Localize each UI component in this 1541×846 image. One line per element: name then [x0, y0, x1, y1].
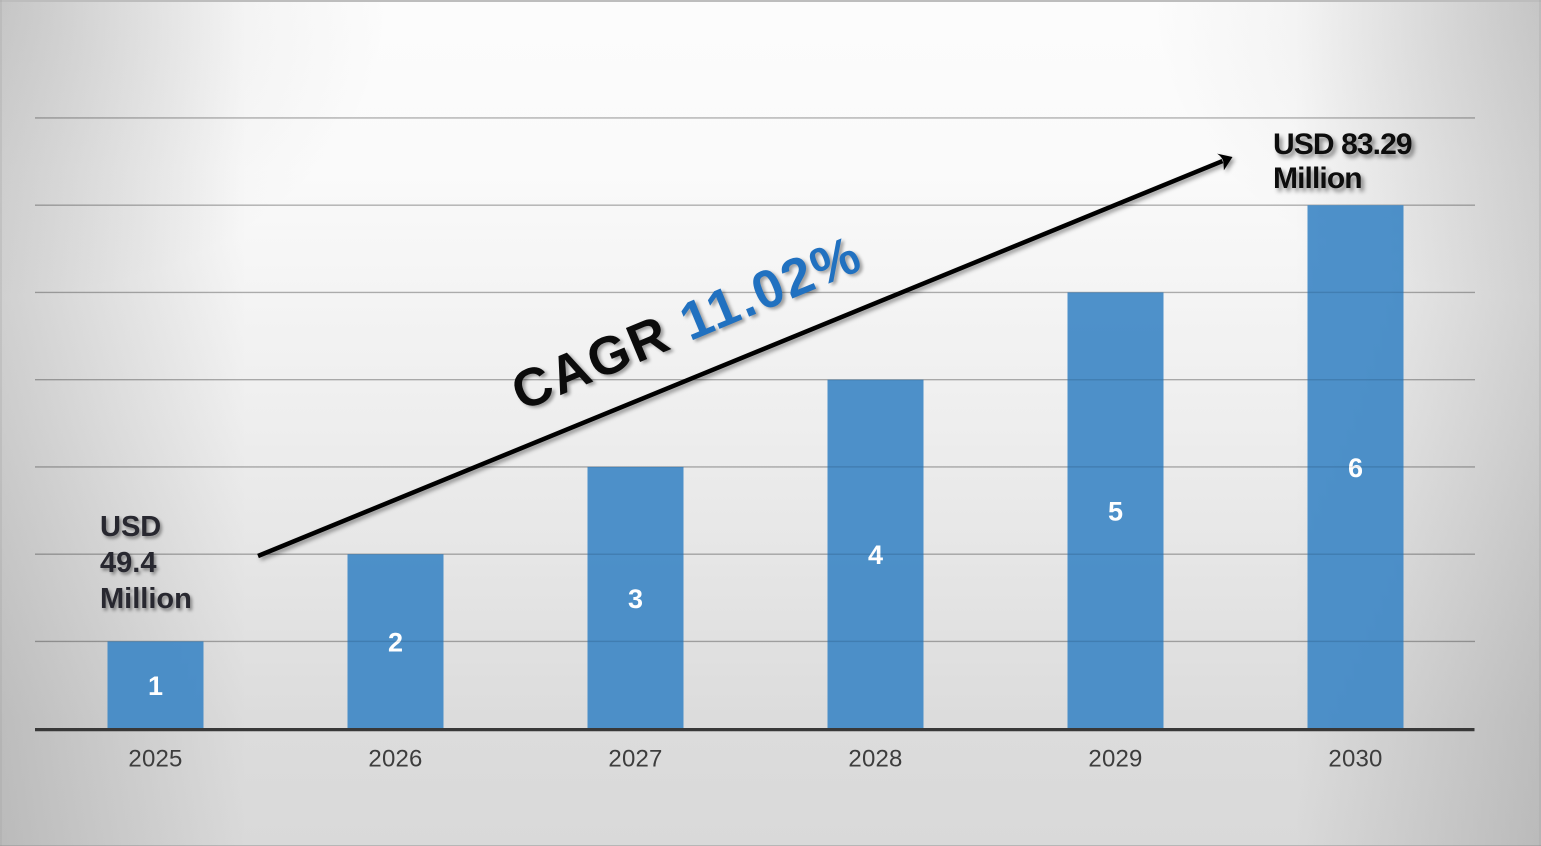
- svg-text:2: 2: [388, 628, 403, 658]
- svg-text:2030: 2030: [1328, 746, 1382, 773]
- svg-text:1: 1: [148, 671, 163, 701]
- svg-text:6: 6: [1348, 453, 1363, 483]
- svg-text:2027: 2027: [608, 746, 662, 773]
- svg-text:2025: 2025: [128, 746, 182, 773]
- svg-text:5: 5: [1108, 497, 1123, 527]
- svg-text:3: 3: [628, 584, 643, 614]
- svg-text:2026: 2026: [368, 746, 422, 773]
- svg-text:4: 4: [868, 540, 883, 570]
- svg-text:2028: 2028: [848, 746, 902, 773]
- svg-text:2029: 2029: [1088, 746, 1142, 773]
